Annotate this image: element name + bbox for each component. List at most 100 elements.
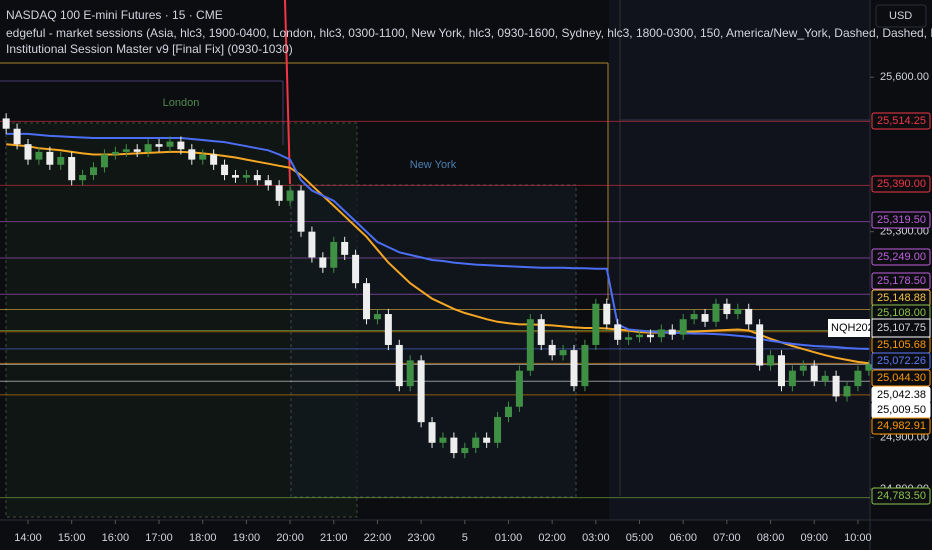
candle-body [199, 154, 207, 160]
session-label: London [163, 97, 200, 109]
x-tick-label: 07:00 [713, 532, 741, 544]
candle-body [352, 254, 360, 284]
y-tick-label: 25,300.00 [880, 226, 929, 238]
candle-body [133, 149, 141, 152]
candle-body [636, 334, 644, 338]
session-shade [609, 0, 870, 520]
currency-button[interactable] [875, 4, 927, 28]
candle-body [526, 319, 534, 371]
candle-body [242, 175, 250, 178]
candle-body [2, 118, 10, 129]
price-label-box [871, 248, 931, 266]
x-tick-label: 05:00 [626, 532, 654, 544]
candle-body [657, 329, 665, 338]
y-tick-label: 25,600.00 [880, 71, 929, 83]
x-tick-label: 10:00 [844, 532, 872, 544]
candle-body [297, 190, 305, 232]
candle-body [79, 175, 87, 181]
candle-body [395, 344, 403, 387]
price-label: 25,105.68 [877, 339, 926, 351]
price-label: 25,072.26 [877, 355, 926, 367]
price-label-box [871, 175, 931, 193]
x-tick-label: 23:00 [407, 532, 435, 544]
x-tick-label: 14:00 [14, 532, 42, 544]
candle-body [111, 151, 119, 155]
candle-body [341, 241, 349, 255]
candle-body [625, 337, 633, 340]
price-label-box [871, 417, 931, 435]
x-tick-label: 17:00 [145, 532, 173, 544]
candle-body [614, 324, 622, 340]
price-label: 25,009.50 [877, 404, 926, 416]
candle-body [428, 422, 436, 443]
candle-body [406, 360, 414, 387]
candle-body [581, 344, 589, 387]
x-tick-label: 5 [462, 532, 468, 544]
candle-body [548, 344, 556, 356]
price-label: 25,178.50 [877, 275, 926, 287]
candle-body [253, 175, 261, 181]
overlay-line [6, 143, 869, 365]
candle-body [810, 365, 818, 381]
candle-body [701, 314, 709, 322]
candle-body [777, 355, 785, 387]
candle-body [155, 144, 163, 147]
price-label: 24,982.91 [877, 420, 926, 432]
candle-body [854, 370, 862, 387]
x-tick-label: 08:00 [757, 532, 785, 544]
candle-body [483, 437, 491, 443]
candle-body [122, 149, 130, 152]
candle-body [690, 314, 698, 320]
candle-body [679, 319, 687, 335]
candle-body [417, 360, 425, 423]
price-label: 25,044.30 [877, 372, 926, 384]
candle-body [177, 141, 185, 150]
currency[interactable]: USD [889, 10, 912, 22]
candle-body [450, 437, 458, 454]
candle-body [821, 375, 829, 381]
x-tick-label: 16:00 [102, 532, 130, 544]
symbol-label: NQH2026 [831, 322, 880, 334]
x-tick-label: 20:00 [276, 532, 304, 544]
candle-body [308, 231, 316, 258]
x-tick-label: 15:00 [58, 532, 86, 544]
candle-body [756, 324, 764, 366]
candle-body [319, 257, 327, 268]
symbol-label-box [828, 319, 870, 337]
candle-body [723, 303, 731, 315]
candle-body [592, 303, 600, 345]
candle-body [144, 144, 152, 152]
x-tick-label: 19:00 [233, 532, 261, 544]
candle-body [745, 308, 753, 325]
price-label: 25,319.50 [877, 214, 926, 226]
candle-body [788, 370, 796, 387]
candle-body [100, 154, 108, 168]
candle-body [264, 180, 272, 186]
candle-body [668, 329, 676, 335]
candle-body [570, 350, 578, 387]
price-label-box [871, 211, 931, 229]
y-tick-label: 24,900.00 [880, 432, 929, 444]
session-label: New York [410, 159, 457, 171]
candle-body [799, 365, 807, 371]
candle-body [461, 447, 469, 454]
candle-body [221, 164, 229, 176]
candle-body [472, 437, 480, 448]
candle-body [275, 185, 283, 201]
x-tick-label: 01:00 [495, 532, 523, 544]
candle-body [712, 303, 720, 322]
candle-body [231, 175, 239, 178]
x-tick-label: 02:00 [538, 532, 566, 544]
price-label-box [871, 112, 931, 130]
x-tick-label: 21:00 [320, 532, 348, 544]
price-label: 25,249.00 [877, 251, 926, 263]
candle-body [24, 144, 32, 160]
x-tick-label: 22:00 [364, 532, 392, 544]
candle-body [68, 157, 76, 181]
candle-body [439, 437, 447, 443]
indicator-line: edgeful - market sessions (Asia, hlc3, 1… [6, 26, 932, 40]
candle-body [559, 350, 567, 356]
candle-body [57, 157, 65, 165]
candle-body [35, 151, 43, 160]
